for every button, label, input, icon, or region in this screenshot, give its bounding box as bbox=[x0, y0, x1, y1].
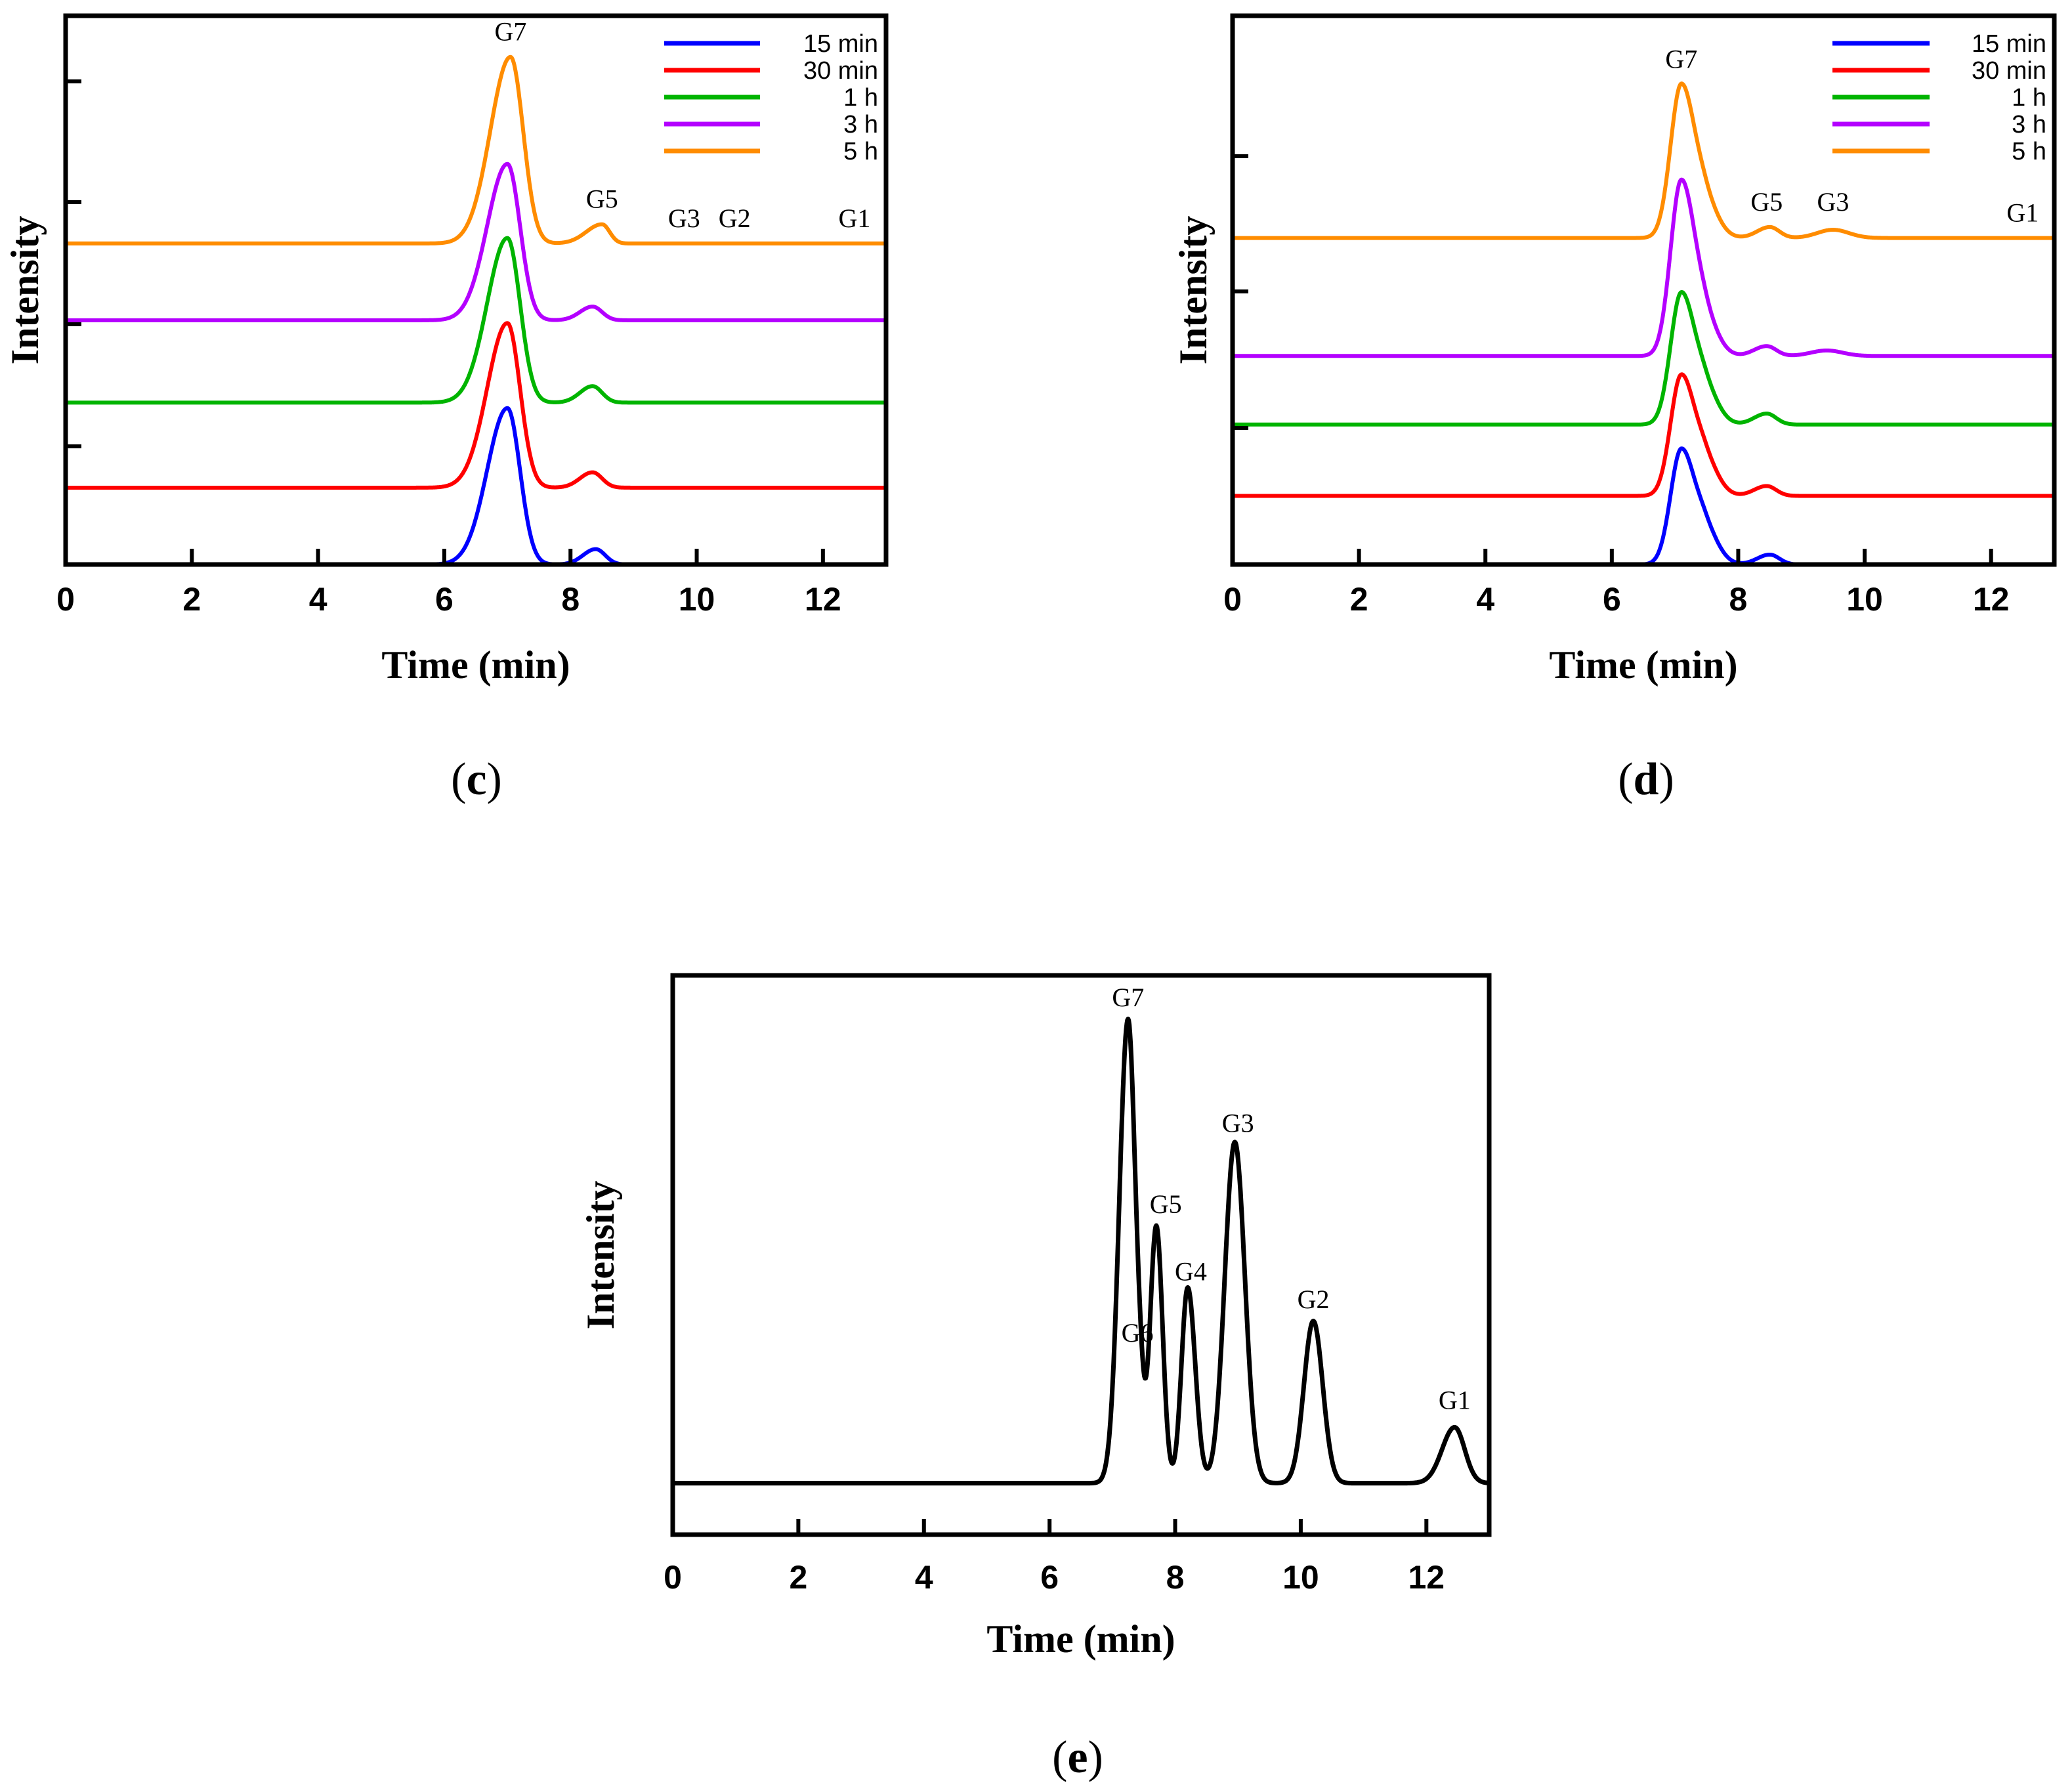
panel-caption: (e) bbox=[1052, 1732, 1103, 1783]
x-tick-label: 6 bbox=[435, 581, 454, 618]
legend-label: 5 h bbox=[843, 138, 878, 165]
plot-frame bbox=[63, 13, 889, 567]
x-axis-title: Time (min) bbox=[986, 1617, 1175, 1661]
x-tick-label: 2 bbox=[789, 1559, 807, 1596]
chart-panel-e: 0 2 4 6 8 10 12 Time (min) Intensity G7 G6 G5 G4 G3 G2… bbox=[579, 973, 1492, 1783]
plot-frame bbox=[670, 973, 1492, 1537]
chart-panel-c: 0 2 4 6 8 10 12 Time (min) Intensity G7 G5 G3 G2 G1 15… bbox=[3, 13, 889, 805]
x-tick-label: 12 bbox=[805, 581, 841, 618]
peak-label-G3: G3 bbox=[668, 203, 700, 233]
caption-open-paren: ( bbox=[1618, 754, 1633, 805]
peak-label-G6: G6 bbox=[1122, 1318, 1154, 1348]
peak-label-G5: G5 bbox=[1150, 1189, 1182, 1219]
caption-open-paren: ( bbox=[451, 754, 466, 805]
caption-close-paren: ) bbox=[487, 754, 502, 805]
x-tick-label: 4 bbox=[1476, 581, 1494, 618]
peak-label-G5: G5 bbox=[1750, 187, 1783, 217]
series-line-15-min bbox=[66, 406, 886, 564]
peak-label-G5: G5 bbox=[586, 184, 618, 214]
peak-label-G3: G3 bbox=[1222, 1109, 1254, 1138]
chart-panel-d: 0 2 4 6 8 10 12 Time (min) Intensity G7 G5 G3 G1 15 m… bbox=[1172, 13, 2057, 805]
x-tick-label: 12 bbox=[1408, 1559, 1445, 1596]
legend-label: 30 min bbox=[803, 57, 878, 85]
x-tick-label: 12 bbox=[1973, 581, 2010, 618]
legend-label: 1 h bbox=[843, 84, 878, 112]
legend-label: 30 min bbox=[1972, 57, 2046, 85]
series-line-30-min bbox=[1233, 372, 2054, 498]
y-axis-title: Intensity bbox=[579, 1181, 622, 1330]
x-tick-label: 4 bbox=[309, 581, 328, 618]
x-tick-label: 2 bbox=[182, 581, 201, 618]
peak-label-G1: G1 bbox=[838, 203, 870, 233]
series-line-3-h bbox=[66, 161, 886, 322]
peak-label-G1: G1 bbox=[1439, 1385, 1471, 1415]
legend-label: 1 h bbox=[2012, 84, 2046, 112]
peak-label-G1: G1 bbox=[2006, 198, 2039, 228]
caption-close-paren: ) bbox=[1659, 754, 1674, 805]
peak-label-G7: G7 bbox=[494, 17, 526, 47]
peak-label-G3: G3 bbox=[1817, 187, 1849, 217]
x-tick-label: 2 bbox=[1350, 581, 1368, 618]
peak-label-G4: G4 bbox=[1175, 1256, 1207, 1286]
x-tick-label: 8 bbox=[561, 581, 580, 618]
x-axis-title: Time (min) bbox=[381, 643, 570, 687]
x-tick-label: 6 bbox=[1040, 1559, 1059, 1596]
peak-label-G2: G2 bbox=[1298, 1285, 1330, 1314]
legend-label: 15 min bbox=[1972, 30, 2046, 58]
series-line-3-h bbox=[1233, 177, 2054, 358]
legend-label: 15 min bbox=[803, 30, 878, 58]
panel-caption: (c) bbox=[451, 754, 502, 805]
x-tick-label: 0 bbox=[664, 1559, 682, 1596]
caption-close-paren: ) bbox=[1088, 1732, 1103, 1783]
series-line-5-h bbox=[1233, 81, 2054, 240]
series-line-1-h bbox=[1233, 290, 2054, 427]
x-tick-label: 10 bbox=[1282, 1559, 1319, 1596]
caption-open-paren: ( bbox=[1052, 1732, 1067, 1783]
peak-label-G2: G2 bbox=[719, 203, 751, 233]
x-tick-label: 0 bbox=[56, 581, 75, 618]
panel-caption: (d) bbox=[1618, 754, 1674, 805]
x-axis-title: Time (min) bbox=[1549, 643, 1737, 687]
y-axis-title: Intensity bbox=[1172, 216, 1215, 365]
legend-label: 5 h bbox=[2012, 138, 2046, 165]
series-line-chromatogram bbox=[673, 1016, 1489, 1486]
x-tick-label: 0 bbox=[1223, 581, 1242, 618]
series-line-30-min bbox=[66, 321, 886, 490]
x-tick-label: 10 bbox=[1846, 581, 1883, 618]
series-line-15-min bbox=[1233, 446, 2054, 564]
caption-letter: e bbox=[1067, 1732, 1088, 1783]
plot-frame bbox=[1230, 13, 2057, 567]
x-tick-label: 4 bbox=[915, 1559, 933, 1596]
caption-letter: c bbox=[466, 754, 486, 805]
x-tick-label: 10 bbox=[679, 581, 715, 618]
x-tick-label: 8 bbox=[1729, 581, 1748, 618]
series-line-1-h bbox=[66, 236, 886, 405]
x-tick-label: 6 bbox=[1603, 581, 1621, 618]
series-line-5-h bbox=[66, 54, 886, 245]
peak-label-G7: G7 bbox=[1112, 983, 1144, 1012]
legend-label: 3 h bbox=[843, 111, 878, 138]
legend-label: 3 h bbox=[2012, 111, 2046, 138]
y-axis-title: Intensity bbox=[3, 216, 47, 365]
caption-letter: d bbox=[1634, 754, 1659, 805]
x-tick-label: 8 bbox=[1166, 1559, 1185, 1596]
peak-label-G7: G7 bbox=[1665, 44, 1697, 74]
